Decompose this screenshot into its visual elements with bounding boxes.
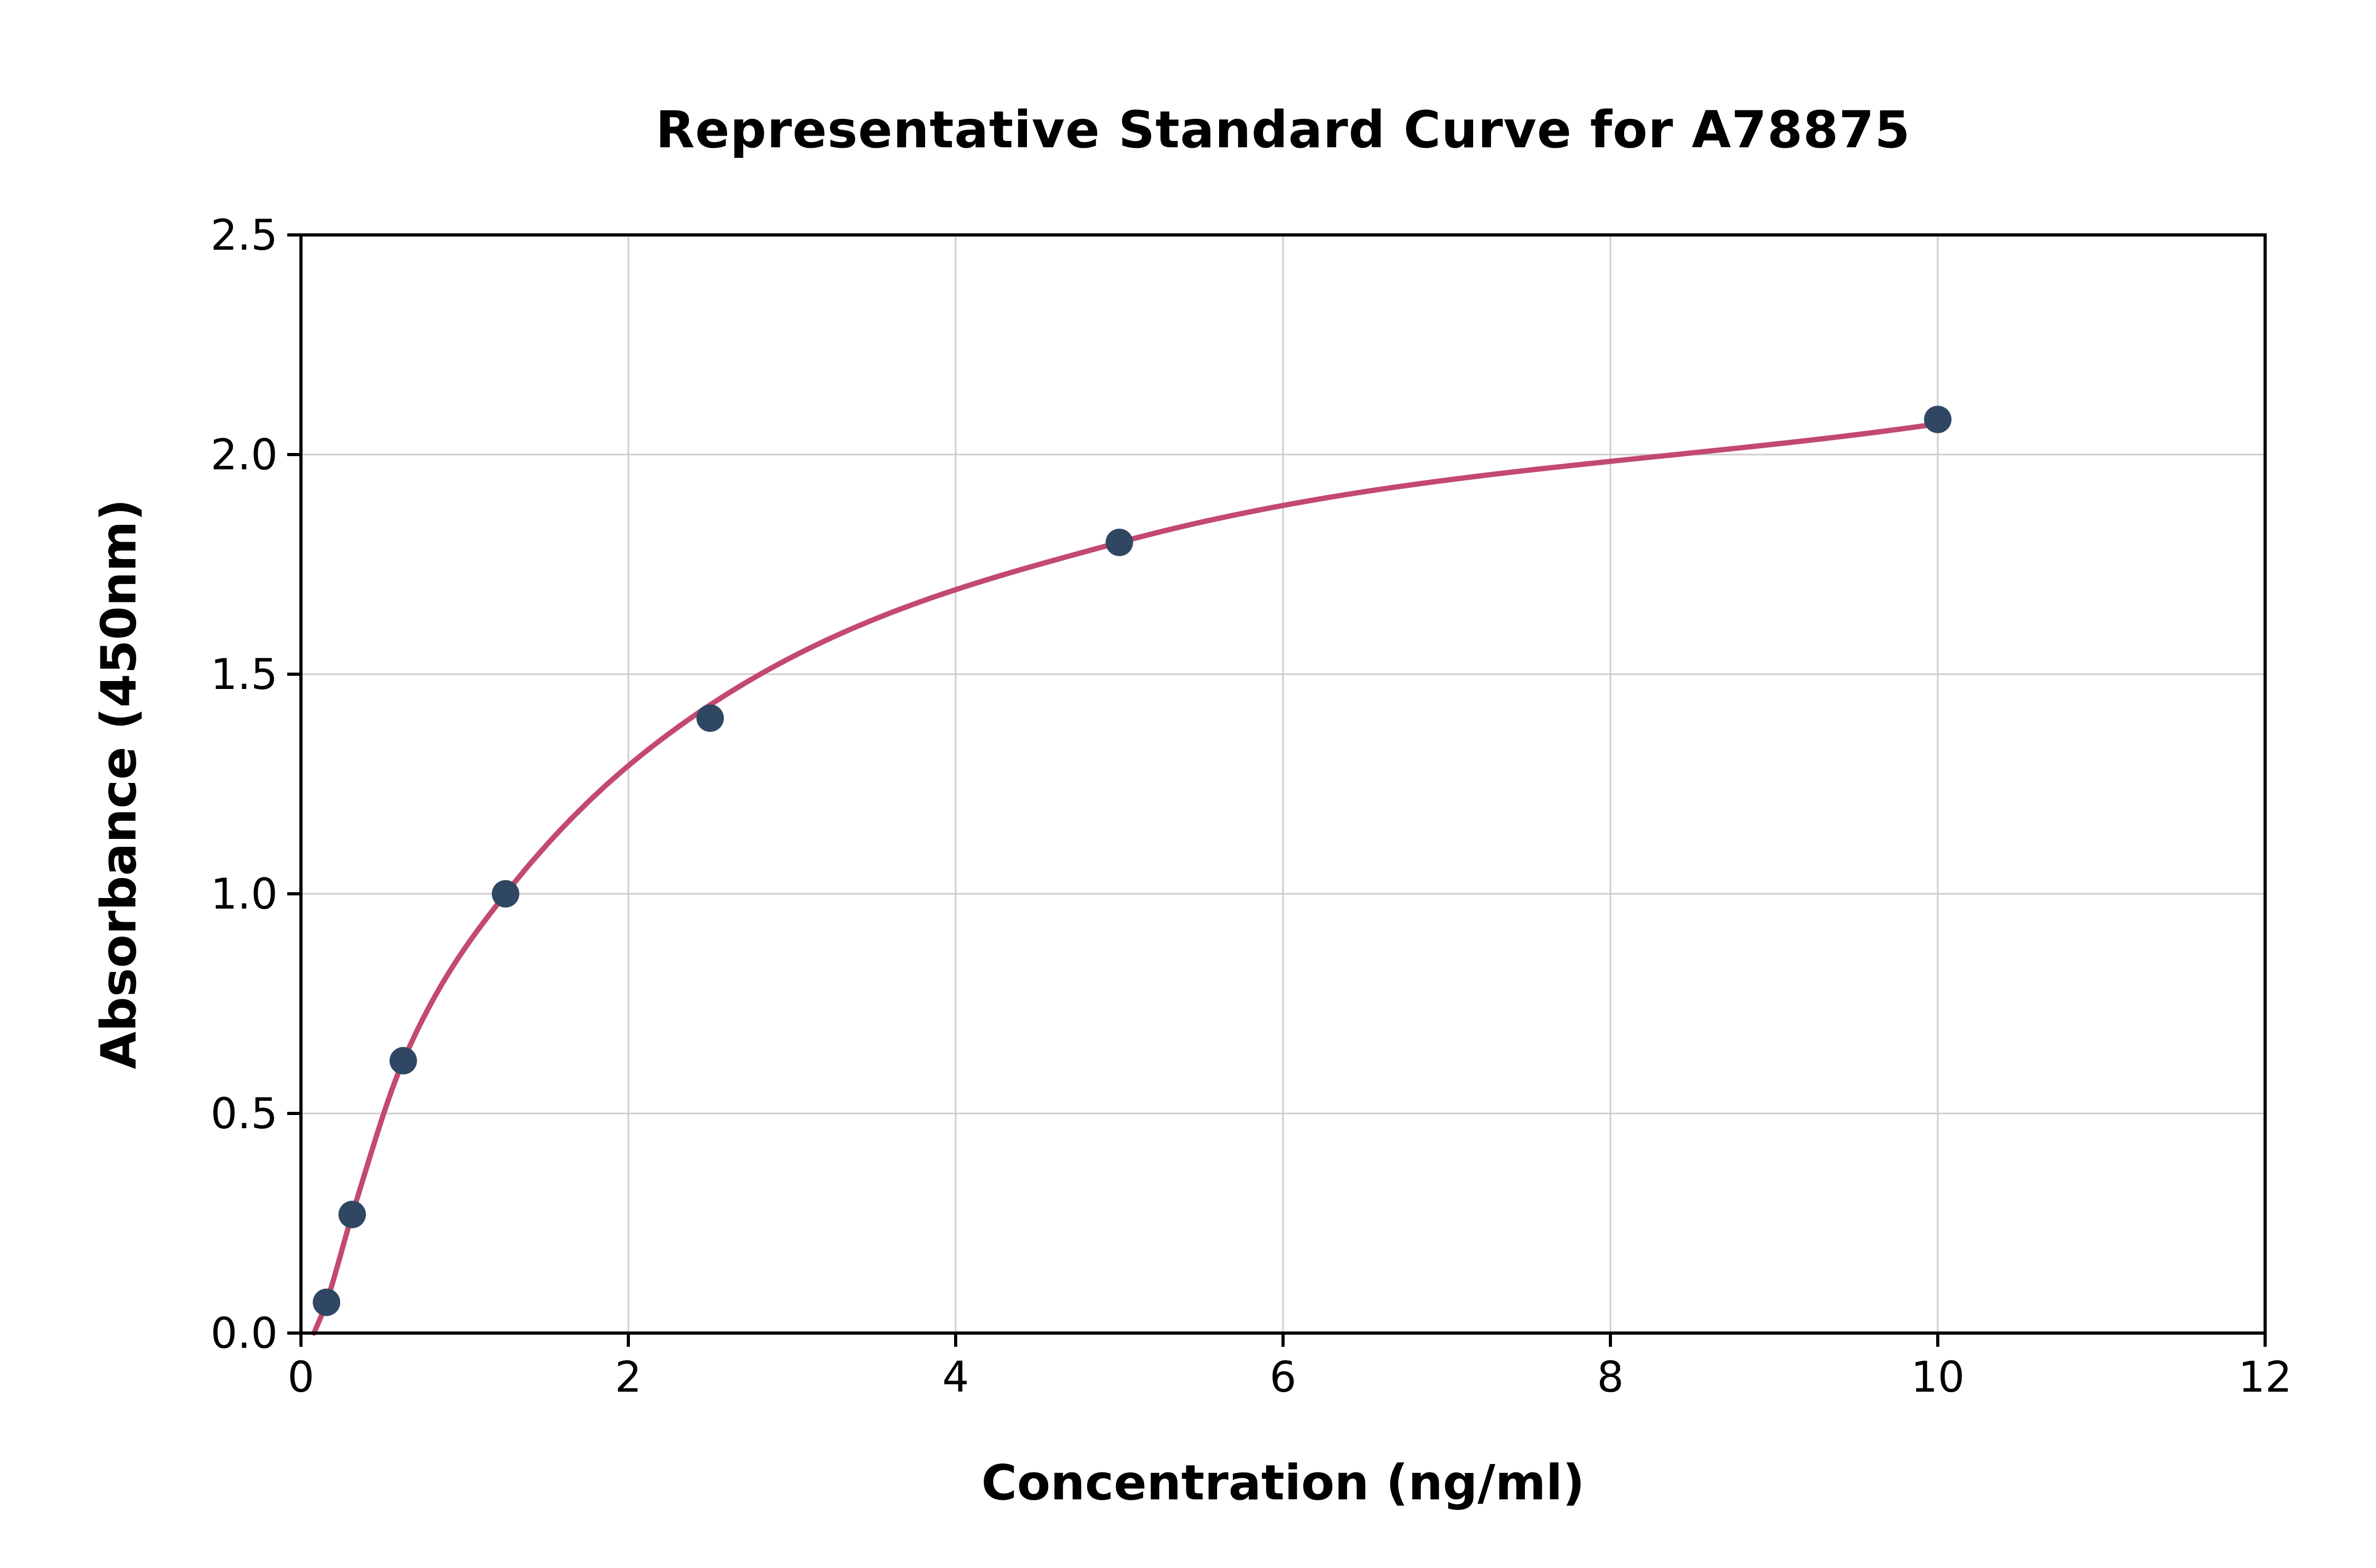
fit-curve xyxy=(311,421,1940,1336)
chart-title: Representative Standard Curve for A78875 xyxy=(655,100,1911,159)
data-point xyxy=(1924,405,1951,433)
x-tick-label: 6 xyxy=(1270,1353,1297,1402)
y-tick-label: 0.0 xyxy=(211,1309,278,1358)
y-tick-label: 1.5 xyxy=(211,650,278,699)
x-tick-label: 0 xyxy=(288,1353,315,1402)
x-tick-label: 8 xyxy=(1597,1353,1624,1402)
x-tick-label: 12 xyxy=(2238,1353,2292,1402)
x-tick-label: 10 xyxy=(1911,1353,1965,1402)
y-tick-label: 1.0 xyxy=(211,870,278,919)
data-point xyxy=(492,880,520,908)
x-axis-label: Concentration (ng/ml) xyxy=(981,1454,1585,1511)
y-tick-label: 0.5 xyxy=(211,1089,278,1138)
y-tick-label: 2.5 xyxy=(211,211,278,260)
data-point xyxy=(313,1288,341,1316)
data-point xyxy=(696,704,724,732)
y-axis-label: Absorbance (450nm) xyxy=(90,498,147,1070)
x-tick-label: 2 xyxy=(615,1353,642,1402)
x-tick-label: 4 xyxy=(942,1353,969,1402)
data-point xyxy=(338,1201,366,1229)
data-point xyxy=(1106,528,1133,556)
data-point xyxy=(389,1047,417,1075)
y-tick-label: 2.0 xyxy=(211,430,278,479)
